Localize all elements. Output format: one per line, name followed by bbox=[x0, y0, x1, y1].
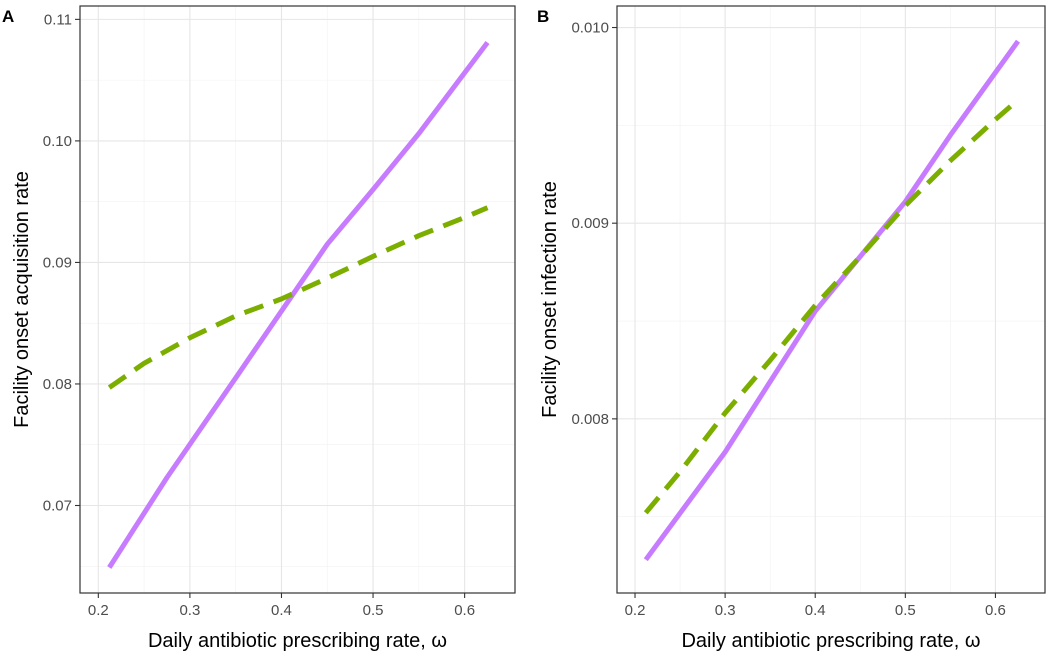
panel-b-plot-frame bbox=[616, 5, 1046, 594]
panel-b: B 0.2 0.3 0.4 0.5 0.6 0.008 0.009 0.010 Daily an… bbox=[537, 5, 1046, 652]
panel-b-label: B bbox=[537, 7, 549, 26]
panel-b-x-tick-label: 0.6 bbox=[985, 602, 1006, 619]
panel-a-y-tick-label: 0.07 bbox=[43, 497, 72, 514]
panel-a-x-tick-label: 0.6 bbox=[454, 602, 475, 619]
panel-a-label: A bbox=[2, 7, 14, 26]
panel-b-series-solid-line bbox=[643, 39, 1021, 562]
panel-a: A 0.2 0.3 0.4 0.5 0.6 0.07 0.08 0.09 0.10 0.11 Dai… bbox=[2, 5, 516, 652]
panel-a-series-dashed-line bbox=[107, 205, 489, 390]
panel-a-x-tick-label: 0.2 bbox=[88, 602, 109, 619]
panel-b-x-axis-title: Daily antibiotic prescribing rate, ω bbox=[681, 630, 980, 652]
panel-a-plot-frame bbox=[79, 5, 516, 594]
panel-b-y-axis-title: Facility onset infection rate bbox=[539, 181, 561, 418]
panel-a-x-tick-label: 0.3 bbox=[179, 602, 200, 619]
panel-b-x-tick-label: 0.4 bbox=[805, 602, 826, 619]
panel-a-x-axis-title: Daily antibiotic prescribing rate, ω bbox=[148, 630, 447, 652]
panel-a-x-tick-label: 0.4 bbox=[271, 602, 292, 619]
panel-a-y-tick-label: 0.10 bbox=[43, 133, 72, 150]
panel-a-x-tick-label: 0.5 bbox=[363, 602, 384, 619]
panel-a-y-tick-label: 0.11 bbox=[44, 11, 72, 28]
panel-b-series-dashed-line bbox=[643, 98, 1020, 515]
panel-a-series-solid-line bbox=[107, 40, 490, 569]
panel-b-y-tick-label: 0.010 bbox=[571, 20, 609, 37]
panel-b-x-tick-label: 0.3 bbox=[715, 602, 736, 619]
panel-b-y-tick-label: 0.009 bbox=[571, 215, 609, 232]
panel-b-y-tick-label: 0.008 bbox=[571, 411, 609, 428]
panel-a-y-tick-label: 0.09 bbox=[43, 254, 72, 271]
panel-a-y-tick-label: 0.08 bbox=[43, 376, 72, 393]
panel-b-x-tick-label: 0.5 bbox=[895, 602, 916, 619]
panel-b-x-tick-label: 0.2 bbox=[625, 602, 646, 619]
panel-a-y-axis-title: Facility onset acquisition rate bbox=[11, 171, 33, 428]
